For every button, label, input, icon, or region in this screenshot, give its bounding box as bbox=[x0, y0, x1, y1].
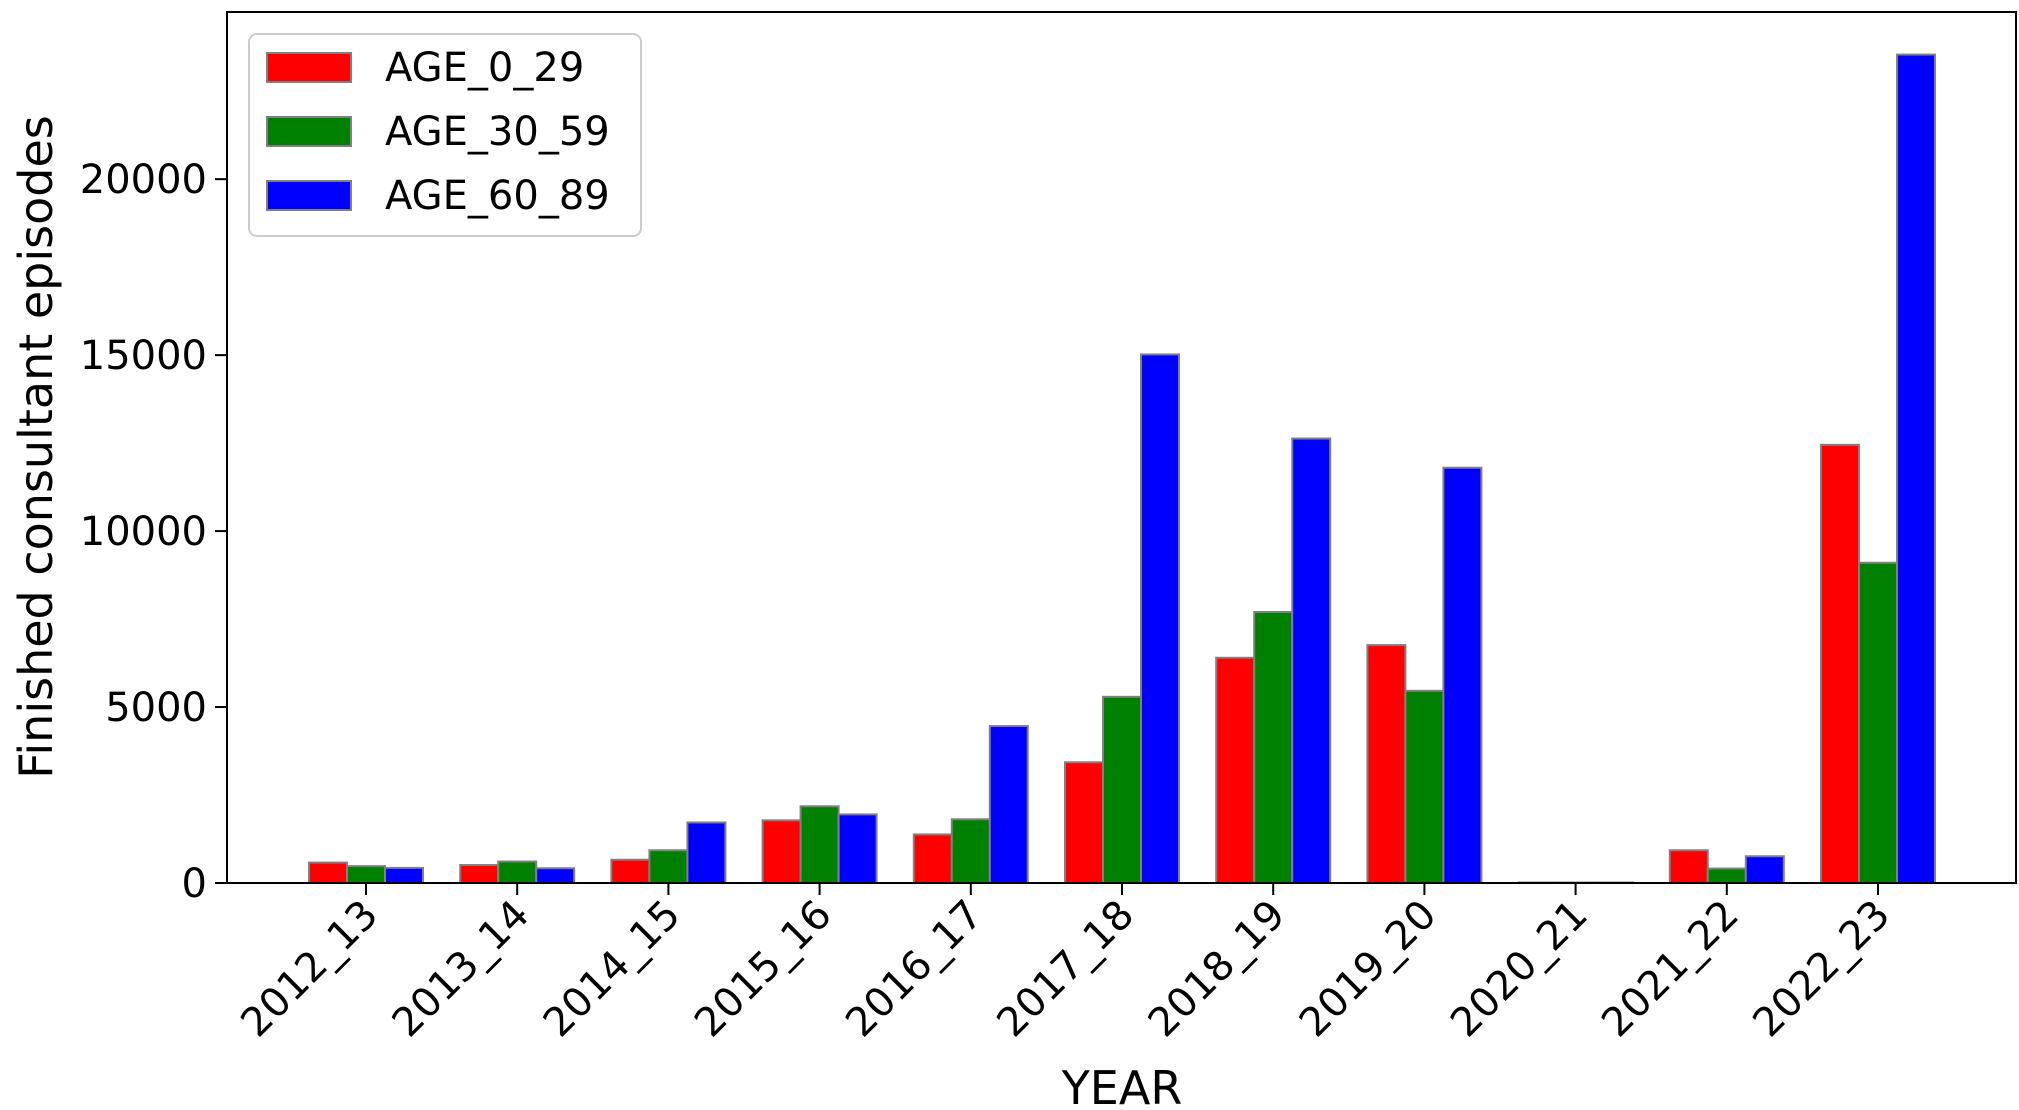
bar-age-30-59-2016-17 bbox=[950, 818, 991, 884]
bars-group bbox=[308, 53, 1936, 885]
bar-age-30-59-2019-20 bbox=[1404, 689, 1445, 884]
x-tick-label: 2019_20 bbox=[1291, 892, 1446, 1047]
x-tick-label: 2014_15 bbox=[535, 892, 690, 1047]
bar-age-60-89-2017-18 bbox=[1140, 353, 1180, 885]
x-tick-label: 2017_18 bbox=[988, 892, 1143, 1047]
bar-age-30-59-2014-15 bbox=[648, 849, 689, 885]
legend-swatch bbox=[266, 180, 352, 211]
y-tick-label: 15000 bbox=[80, 333, 207, 379]
bar-age-60-89-2013-14 bbox=[535, 867, 576, 884]
legend-swatch bbox=[266, 52, 352, 83]
legend-swatch bbox=[266, 116, 352, 147]
bar-age-0-29-2015-16 bbox=[761, 819, 802, 884]
bar-age-30-59-2018-19 bbox=[1253, 611, 1294, 885]
bar-age-60-89-2012-13 bbox=[384, 866, 424, 884]
x-axis: 2012_132013_142014_152015_162016_172017_… bbox=[232, 883, 1899, 1046]
x-tick-label: 2018_19 bbox=[1140, 892, 1295, 1047]
bar-age-60-89-2015-16 bbox=[837, 813, 878, 885]
x-tick-label: 2020_21 bbox=[1442, 892, 1597, 1047]
y-axis: 0 5000 10000 15000 20000 bbox=[80, 157, 227, 907]
legend-label: AGE_30_59 bbox=[385, 109, 610, 155]
bar-age-0-29-2013-14 bbox=[459, 864, 500, 884]
x-tick-label: 2022_23 bbox=[1744, 892, 1899, 1047]
bar-age-30-59-2022-23 bbox=[1858, 561, 1898, 884]
legend: AGE_0_29 AGE_30_59 AGE_60_89 bbox=[248, 33, 642, 237]
x-tick-label: 2013_14 bbox=[384, 892, 539, 1047]
bar-age-0-29-2019-20 bbox=[1366, 644, 1407, 884]
y-axis-label: Finished consultant episodes bbox=[9, 115, 63, 778]
y-tick-label: 10000 bbox=[80, 509, 207, 555]
bar-age-30-59-2013-14 bbox=[497, 860, 538, 885]
bar-age-60-89-2014-15 bbox=[686, 821, 727, 884]
x-tick-label: 2021_22 bbox=[1593, 892, 1748, 1047]
legend-label: AGE_60_89 bbox=[385, 173, 610, 219]
bar-age-0-29-2014-15 bbox=[610, 858, 651, 885]
x-tick-label: 2015_16 bbox=[686, 892, 841, 1047]
bar-age-30-59-2017-18 bbox=[1102, 695, 1142, 885]
x-tick-label: 2016_17 bbox=[837, 892, 992, 1047]
y-tick-label: 0 bbox=[182, 861, 207, 907]
bar-age-0-29-2022-23 bbox=[1820, 443, 1860, 884]
legend-label: AGE_0_29 bbox=[385, 45, 584, 91]
bar-age-30-59-2015-16 bbox=[799, 805, 840, 885]
bar-age-60-89-2016-17 bbox=[988, 725, 1029, 884]
x-axis-label: YEAR bbox=[1061, 1061, 1183, 1110]
bar-age-0-29-2016-17 bbox=[912, 833, 953, 885]
bar-age-0-29-2017-18 bbox=[1064, 761, 1104, 884]
bar-age-0-29-2018-19 bbox=[1215, 656, 1256, 885]
bar-age-60-89-2019-20 bbox=[1442, 466, 1483, 884]
bar-age-30-59-2012-13 bbox=[346, 865, 386, 884]
bar-age-60-89-2018-19 bbox=[1291, 437, 1332, 884]
x-tick-label: 2012_13 bbox=[232, 892, 387, 1047]
y-tick-label: 20000 bbox=[80, 157, 207, 203]
bar-age-60-89-2021-22 bbox=[1744, 855, 1785, 884]
y-tick-label: 5000 bbox=[105, 685, 207, 731]
bar-age-30-59-2021-22 bbox=[1706, 867, 1747, 885]
bar-age-0-29-2012-13 bbox=[308, 861, 348, 885]
bar-age-60-89-2022-23 bbox=[1896, 53, 1936, 884]
bar-age-0-29-2021-22 bbox=[1668, 849, 1709, 885]
